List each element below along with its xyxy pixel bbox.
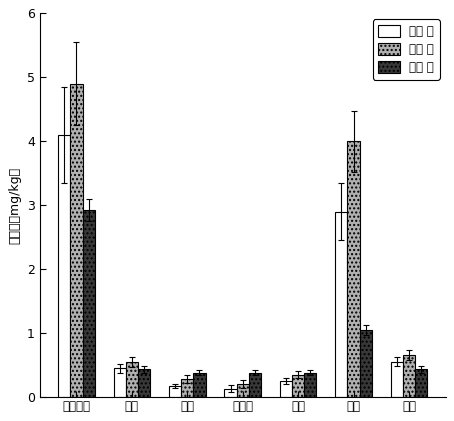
Bar [335, 211, 347, 397]
Bar [237, 384, 249, 397]
Bar [114, 368, 126, 397]
Bar [193, 373, 206, 397]
Bar [304, 373, 316, 397]
Bar [83, 210, 95, 397]
Bar [280, 381, 292, 397]
Bar [70, 84, 83, 397]
Bar [415, 369, 427, 397]
Bar [292, 375, 304, 397]
Bar [58, 135, 70, 397]
Bar [347, 141, 360, 397]
Bar [224, 389, 237, 397]
Bar [181, 379, 193, 397]
Legend: 茎浓 度, 叶浓 度, 根浓 度: 茎浓 度, 叶浓 度, 根浓 度 [373, 19, 440, 80]
Bar [403, 355, 415, 397]
Bar [360, 330, 372, 397]
Bar [138, 369, 150, 397]
Bar [169, 386, 181, 397]
Y-axis label: 茜浓度（mg/kg）: 茜浓度（mg/kg） [8, 167, 21, 244]
Bar [390, 362, 403, 397]
Bar [126, 362, 138, 397]
Bar [249, 373, 261, 397]
